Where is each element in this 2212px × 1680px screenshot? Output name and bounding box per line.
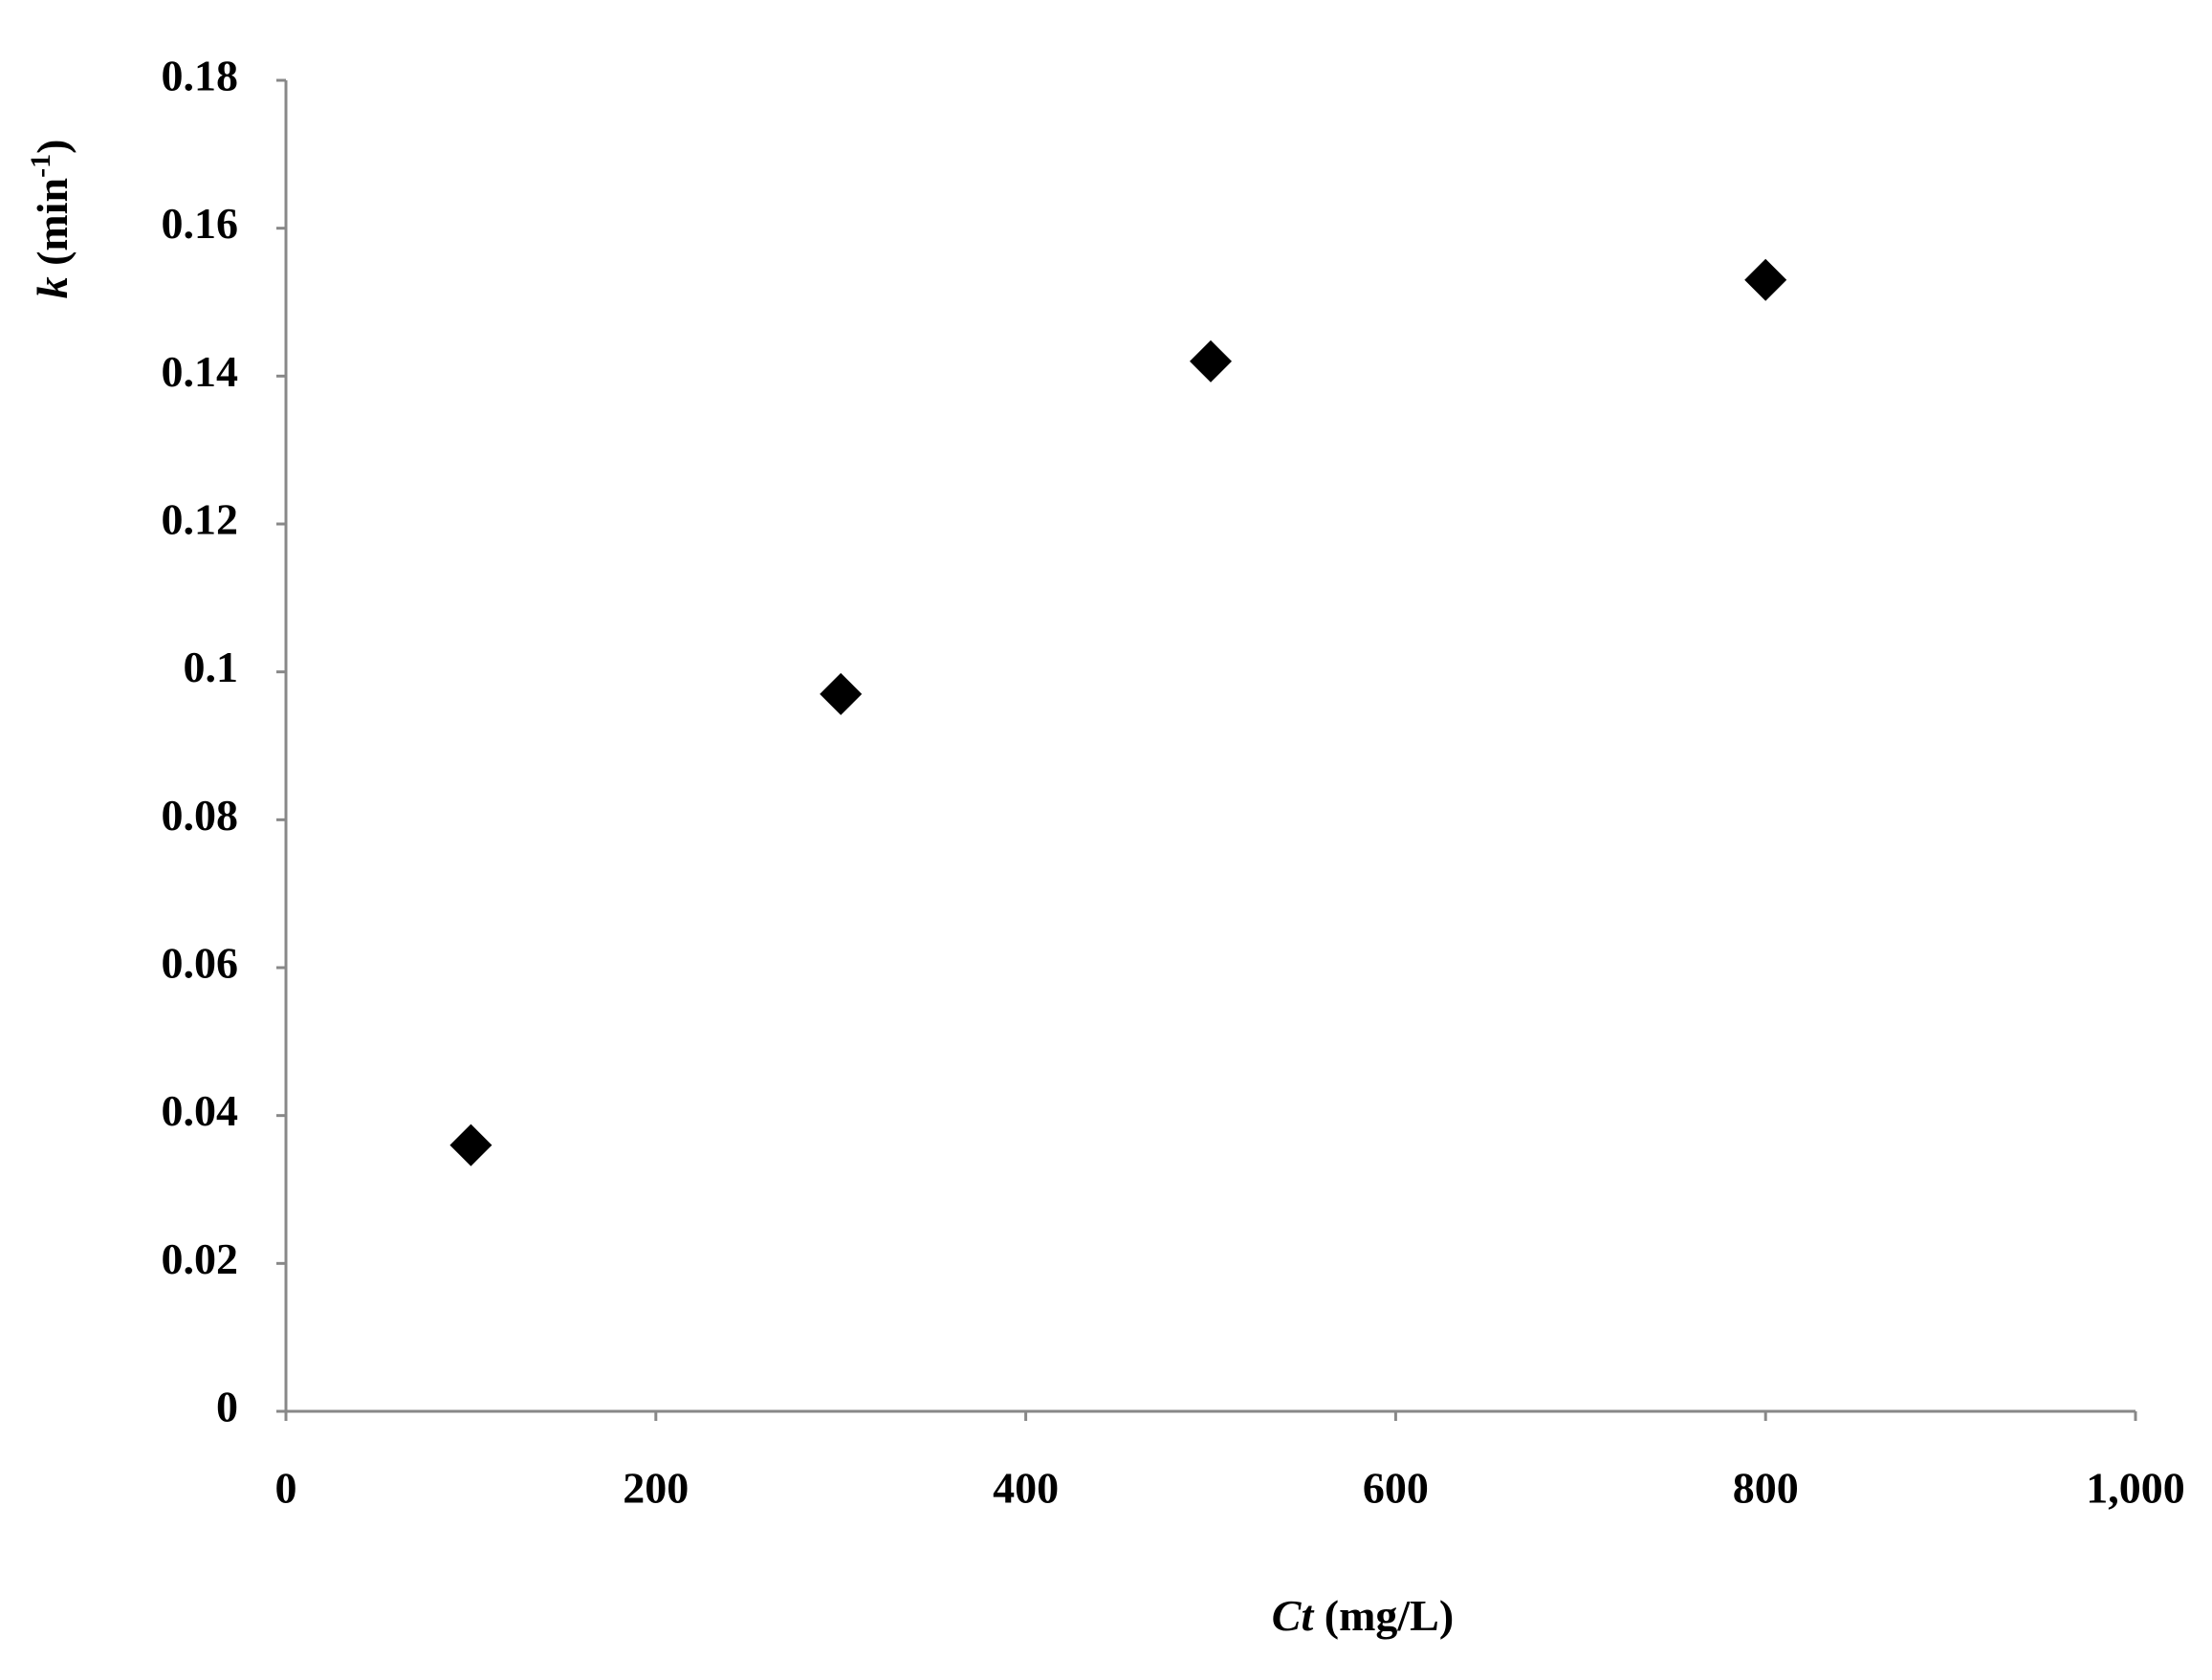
y-label-symbol: k (28, 276, 77, 298)
x-tick-label: 200 (623, 1464, 689, 1513)
y-tick-label: 0.1 (184, 643, 239, 691)
y-tick-label: 0 (216, 1383, 238, 1431)
y-tick-label: 0.04 (162, 1086, 239, 1135)
y-tick-label: 0.14 (162, 347, 239, 396)
y-label-exponent: -1 (25, 154, 56, 178)
point (1744, 258, 1787, 301)
y-tick-label: 0.06 (162, 939, 239, 988)
y-tick-label: 0.12 (162, 495, 239, 544)
x-tick-label: 1,000 (2086, 1464, 2185, 1513)
y-tick-label: 0.02 (162, 1234, 239, 1283)
y-tick-label: 0.16 (162, 199, 239, 248)
x-tick-label: 600 (1363, 1464, 1429, 1513)
y-tick-label: 0.08 (162, 791, 239, 840)
x-label-symbol: Ct (1272, 1591, 1315, 1640)
x-axis-label: Ct (mg/L) (1272, 1591, 1454, 1640)
x-label-unit: (mg/L) (1325, 1591, 1454, 1640)
y-axis-label: k (min-1) (25, 140, 77, 299)
y-tick-label: 0.18 (162, 52, 239, 100)
y-label-unit: (min (28, 178, 77, 266)
y-label-close: ) (28, 140, 77, 154)
x-tick-label: 0 (275, 1464, 297, 1513)
point (820, 672, 863, 715)
x-tick-label: 400 (993, 1464, 1059, 1513)
point (1190, 339, 1232, 382)
point (449, 1124, 493, 1167)
x-tick-label: 800 (1733, 1464, 1799, 1513)
